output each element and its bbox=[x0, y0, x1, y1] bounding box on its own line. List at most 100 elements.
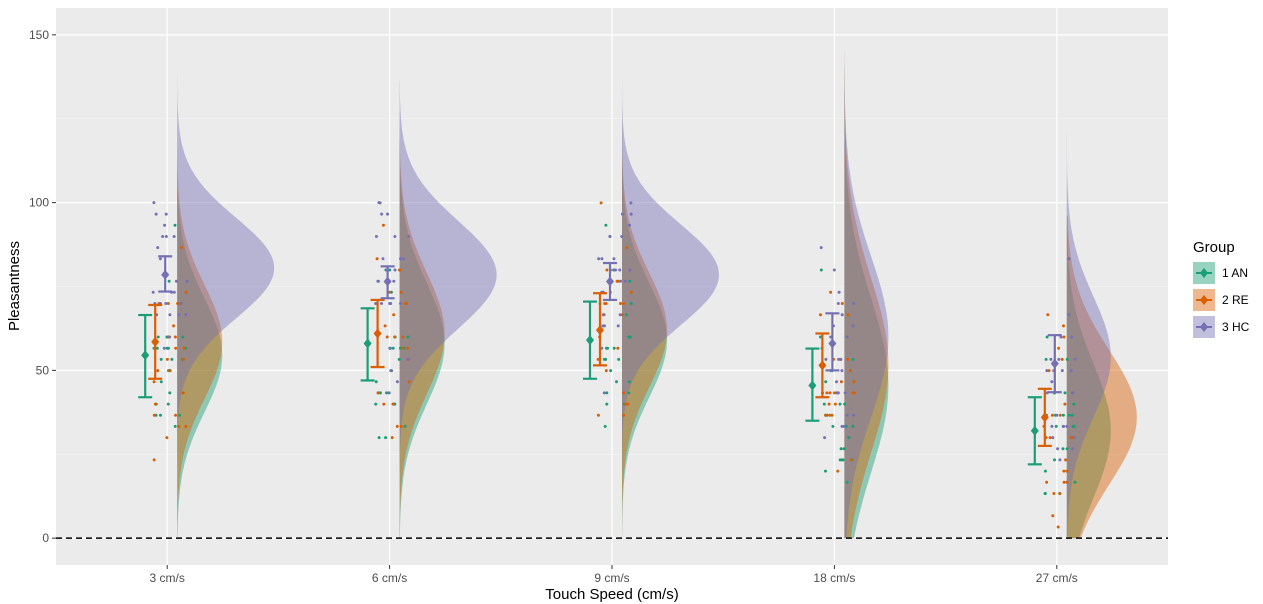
rain-point bbox=[840, 424, 844, 428]
rain-point bbox=[374, 302, 378, 305]
rain-point bbox=[1061, 447, 1065, 451]
rain-point bbox=[629, 302, 633, 305]
rain-point bbox=[852, 413, 855, 417]
rain-point bbox=[167, 279, 171, 283]
grid-lines bbox=[56, 8, 1168, 565]
rain-point bbox=[1043, 492, 1047, 495]
rain-point bbox=[819, 268, 823, 272]
rain-point bbox=[380, 302, 383, 305]
rain-point bbox=[838, 402, 842, 406]
rain-point bbox=[174, 413, 178, 417]
mean-diamond bbox=[1050, 358, 1059, 369]
rain-point bbox=[623, 279, 627, 283]
x-axis-title: Touch Speed (cm/s) bbox=[545, 586, 678, 603]
rain-point bbox=[848, 369, 852, 373]
rain-point bbox=[833, 391, 836, 395]
density-cloud bbox=[622, 51, 667, 539]
rain-point bbox=[1060, 357, 1064, 361]
rain-point bbox=[1065, 469, 1069, 473]
mean-diamond bbox=[383, 276, 392, 287]
rain-point bbox=[604, 223, 608, 227]
rain-point bbox=[382, 402, 386, 406]
rain-point bbox=[1072, 424, 1076, 428]
rain-point bbox=[619, 279, 623, 283]
rain-point bbox=[1045, 369, 1049, 373]
rain-point bbox=[824, 469, 827, 473]
rain-point bbox=[830, 413, 834, 417]
rain-point bbox=[619, 302, 622, 305]
mean-diamond bbox=[363, 338, 372, 349]
density-cloud bbox=[844, 51, 889, 539]
rain-point bbox=[179, 246, 183, 250]
mean-diamond bbox=[606, 276, 614, 287]
rain-point bbox=[845, 335, 849, 339]
rain-point bbox=[184, 424, 188, 428]
rain-point bbox=[840, 369, 844, 373]
rain-point bbox=[156, 369, 160, 373]
rain-point bbox=[837, 357, 841, 361]
rain-point bbox=[629, 212, 633, 216]
legend-title: Group bbox=[1193, 239, 1235, 256]
rain-point bbox=[1050, 424, 1054, 428]
rain-point bbox=[622, 413, 626, 417]
rain-point bbox=[374, 380, 378, 384]
mean-diamond bbox=[586, 335, 594, 346]
rain-point bbox=[391, 346, 395, 350]
rain-point bbox=[388, 268, 392, 272]
rain-point bbox=[168, 335, 172, 339]
rain-point bbox=[835, 391, 839, 395]
rain-point bbox=[1049, 357, 1053, 361]
rain-point bbox=[628, 223, 631, 227]
rain-point bbox=[152, 201, 156, 205]
rain-point bbox=[381, 257, 385, 261]
rain-point bbox=[1062, 469, 1066, 473]
rain-point bbox=[165, 357, 169, 361]
rain-point bbox=[1053, 458, 1056, 462]
rain-point bbox=[629, 290, 633, 294]
rain-point bbox=[407, 380, 411, 384]
rain-point bbox=[403, 424, 407, 428]
rain-point bbox=[1056, 525, 1060, 529]
rain-point bbox=[599, 201, 603, 205]
rain-point bbox=[152, 380, 156, 384]
rain-point bbox=[620, 212, 624, 216]
x-tick-label: 3 cm/s bbox=[150, 571, 185, 585]
rain-point bbox=[1058, 458, 1062, 462]
rain-point bbox=[629, 201, 633, 205]
y-tick-label: 50 bbox=[36, 363, 50, 377]
rain-point bbox=[152, 458, 156, 462]
rain-point bbox=[840, 313, 844, 317]
rain-point bbox=[1061, 413, 1065, 417]
rain-point bbox=[185, 279, 189, 283]
rain-point bbox=[602, 391, 606, 395]
rain-point bbox=[395, 424, 399, 428]
rain-point bbox=[397, 357, 401, 361]
x-tick-label: 6 cm/s bbox=[372, 571, 407, 585]
rain-point bbox=[174, 346, 178, 350]
rain-point bbox=[401, 346, 405, 350]
rain-point bbox=[1065, 447, 1069, 451]
rain-point bbox=[621, 313, 624, 317]
rain-point bbox=[374, 235, 378, 238]
rain-point bbox=[177, 424, 181, 428]
mean-diamond bbox=[1040, 412, 1049, 423]
rain-point bbox=[605, 391, 609, 395]
rain-point bbox=[1064, 458, 1068, 462]
rain-point bbox=[398, 268, 402, 272]
rain-point bbox=[828, 391, 832, 395]
rain-point bbox=[162, 346, 166, 350]
rain-point bbox=[819, 335, 822, 339]
rain-point bbox=[156, 335, 160, 339]
rain-point bbox=[153, 402, 157, 406]
rain-point bbox=[614, 268, 617, 272]
rain-point bbox=[1045, 480, 1049, 484]
rain-point bbox=[402, 257, 406, 261]
rain-point bbox=[1044, 357, 1048, 361]
density-cloud bbox=[844, 51, 889, 539]
rain-point bbox=[407, 235, 410, 238]
rain-point bbox=[395, 380, 399, 384]
rain-point bbox=[839, 447, 843, 451]
y-tick-label: 100 bbox=[29, 196, 49, 210]
rain-point bbox=[393, 235, 397, 238]
rain-point bbox=[624, 313, 628, 317]
